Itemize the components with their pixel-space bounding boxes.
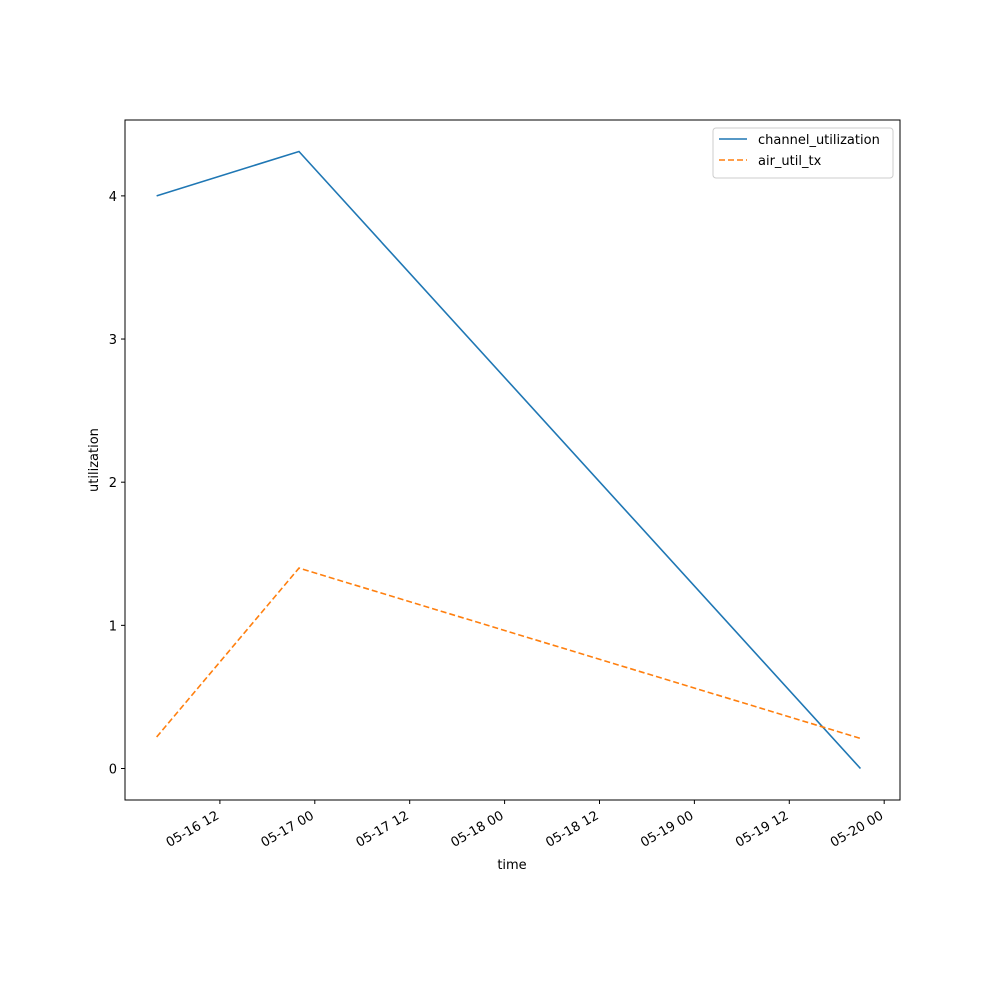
legend-label: channel_utilization — [758, 133, 880, 148]
y-tick-label: 2 — [109, 476, 117, 491]
y-tick-label: 1 — [109, 619, 117, 634]
y-tick-label: 4 — [109, 190, 117, 205]
legend: channel_utilization air_util_tx — [712, 127, 894, 179]
legend-label: air_util_tx — [758, 154, 822, 169]
series-line — [156, 150, 862, 770]
series-line — [156, 567, 861, 740]
y-tick-label: 3 — [109, 333, 117, 348]
plot-frame — [124, 119, 901, 801]
y-tick-label: 0 — [109, 763, 117, 778]
x-axis-label: time — [497, 858, 526, 873]
y-axis-label: utilization — [87, 428, 102, 492]
legend-box — [712, 127, 894, 179]
